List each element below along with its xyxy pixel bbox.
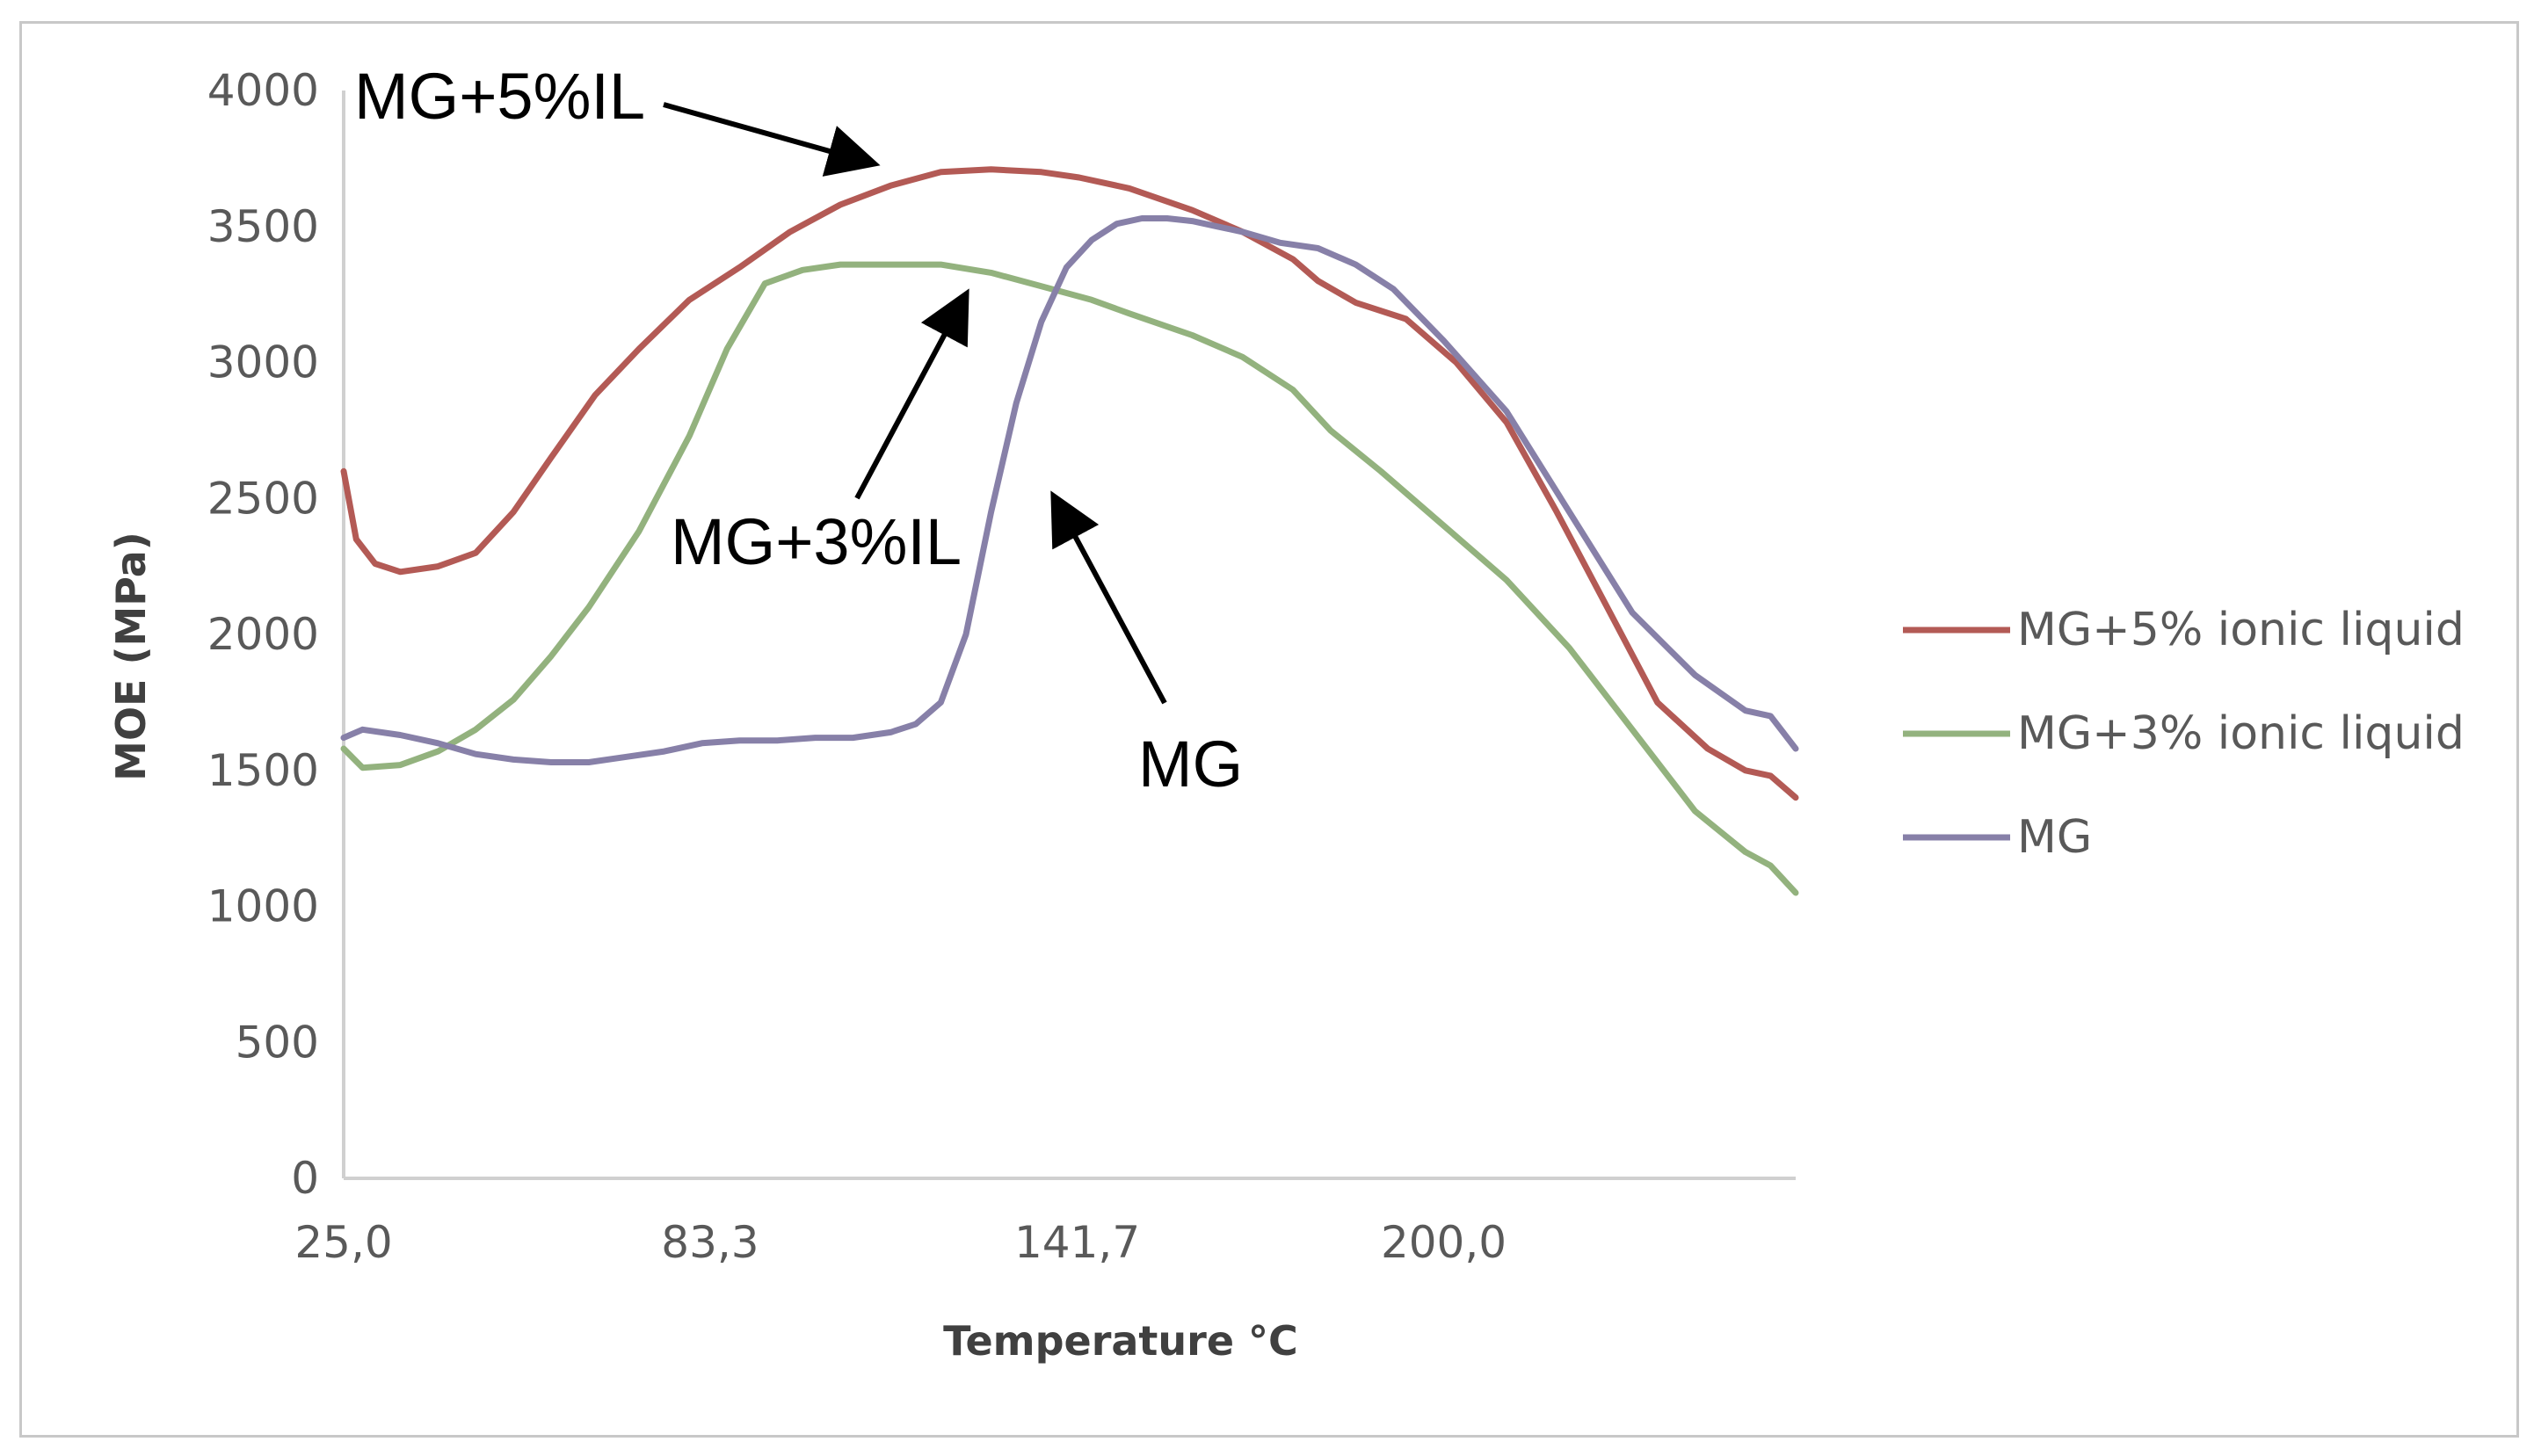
x-tick-label: 83,3 <box>661 1217 759 1268</box>
x-ticks: 25,0 83,3 141,7 200,0 <box>294 1217 1507 1268</box>
legend: MG+5% ionic liquid MG+3% ionic liquid MG <box>1903 604 2465 864</box>
axes <box>342 91 1796 1180</box>
annotation-mg3-arrow <box>854 288 969 500</box>
legend-label-mg5: MG+5% ionic liquid <box>2017 604 2465 656</box>
annotation-mg-arrow <box>1050 490 1167 705</box>
chart-svg: 0 500 1000 1500 2000 2500 3000 3500 4000 25,0 83,… <box>107 60 2465 1365</box>
y-axis-title: MOE (MPa) <box>107 532 155 781</box>
annotations: MG+5%IL MG+3%IL MG <box>354 60 1243 800</box>
chart-frame: 0 500 1000 1500 2000 2500 3000 3500 4000 25,0 83,… <box>19 21 2519 1438</box>
x-tick-label: 25,0 <box>294 1217 392 1268</box>
y-tick-label: 2500 <box>207 473 319 524</box>
legend-label-mg3: MG+3% ionic liquid <box>2017 707 2465 760</box>
y-tick-label: 1000 <box>207 881 319 932</box>
y-ticks: 0 500 1000 1500 2000 2500 3000 3500 4000 <box>207 65 319 1204</box>
y-tick-label: 4000 <box>207 65 319 116</box>
x-tick-label: 200,0 <box>1381 1217 1507 1268</box>
annotation-mg3-label: MG+3%IL <box>671 505 962 578</box>
x-axis-title: Temperature °C <box>943 1317 1298 1365</box>
y-tick-label: 3000 <box>207 337 319 388</box>
series-line-mg <box>340 215 1799 765</box>
y-tick-label: 1500 <box>207 745 319 796</box>
y-tick-label: 0 <box>291 1153 319 1204</box>
legend-label-mg: MG <box>2017 811 2092 864</box>
series-line-mg5 <box>340 166 1799 801</box>
annotation-mg-label: MG <box>1138 728 1243 800</box>
y-tick-label: 3500 <box>207 201 319 252</box>
annotation-mg5-arrow <box>663 102 881 177</box>
series-line-mg3 <box>340 261 1799 896</box>
y-tick-label: 2000 <box>207 609 319 660</box>
series-group <box>340 166 1799 896</box>
annotation-mg5-label: MG+5%IL <box>354 60 645 133</box>
y-tick-label: 500 <box>236 1017 319 1068</box>
x-tick-label: 141,7 <box>1014 1217 1140 1268</box>
